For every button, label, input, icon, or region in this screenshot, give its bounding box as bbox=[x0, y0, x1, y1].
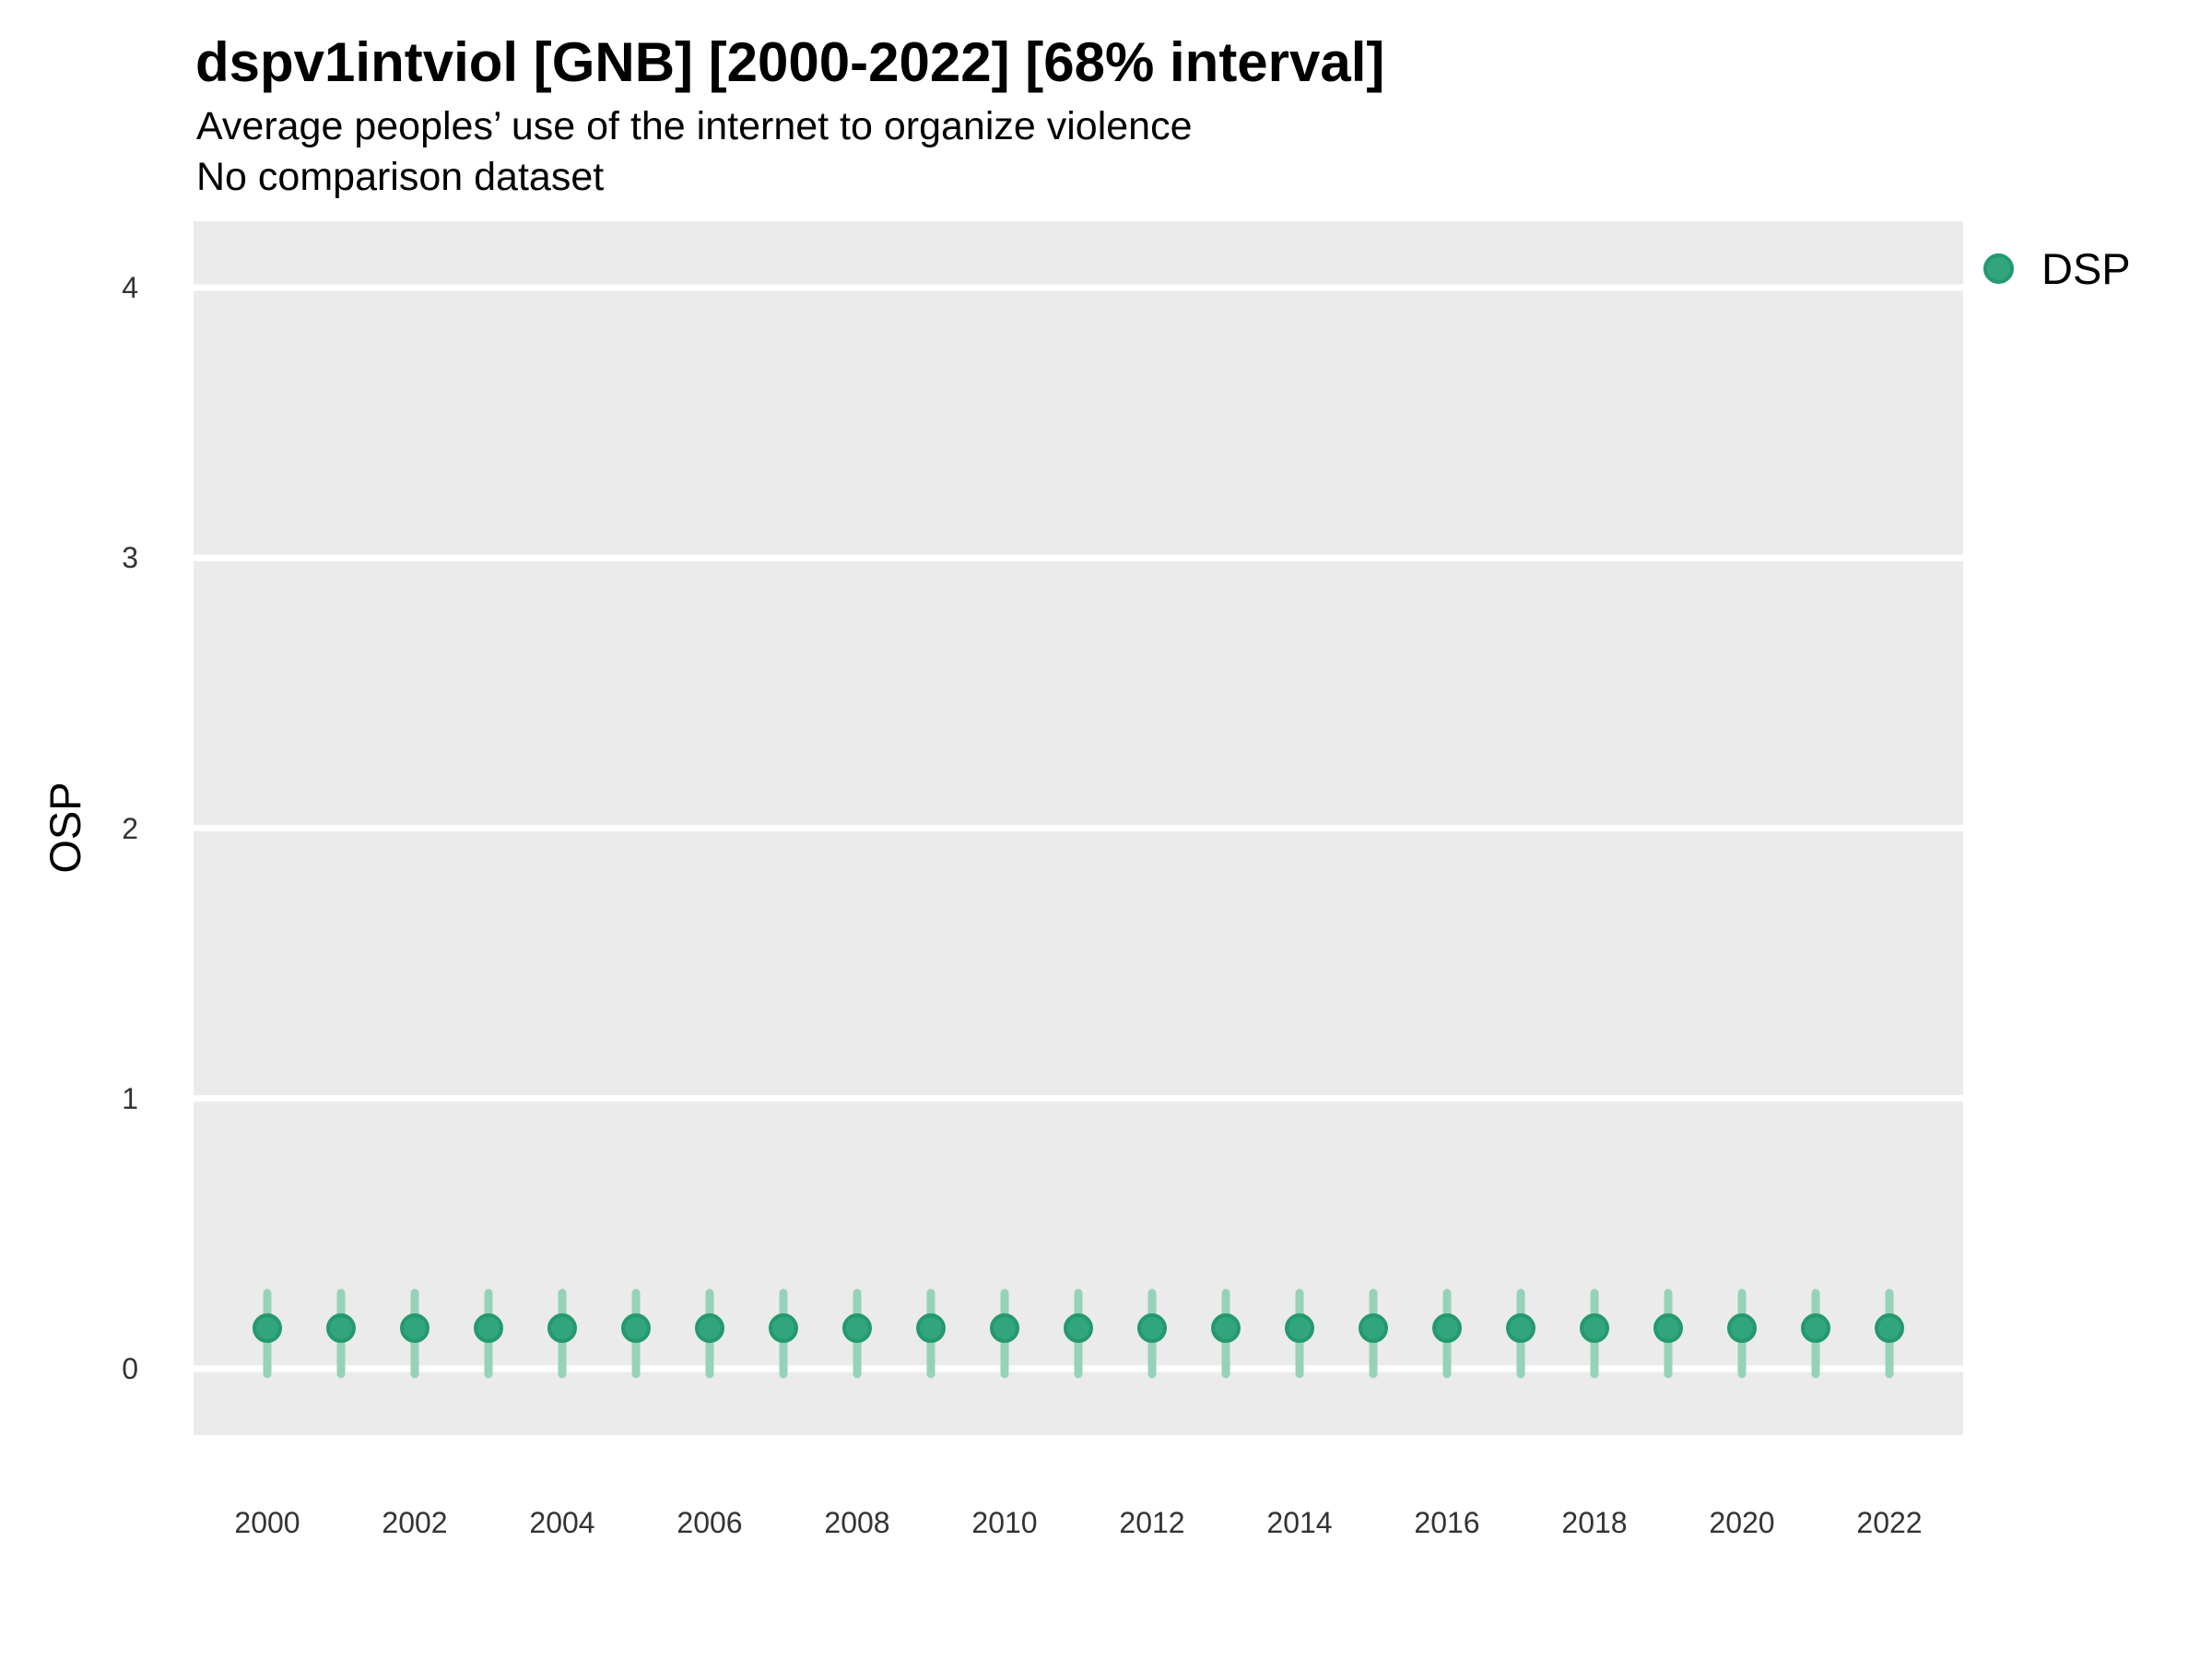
data-point-2003 bbox=[474, 1313, 503, 1344]
data-point-2009 bbox=[916, 1313, 946, 1344]
data-point-2016 bbox=[1432, 1313, 1462, 1344]
data-point-2006 bbox=[695, 1313, 724, 1344]
chart-title: dspv1intviol [GNB] [2000-2022] [68% inte… bbox=[195, 31, 1385, 93]
x-tick-label-2004: 2004 bbox=[529, 1506, 595, 1539]
data-point-2013 bbox=[1211, 1313, 1241, 1344]
data-point-2022 bbox=[1875, 1313, 1904, 1344]
data-point-2000 bbox=[253, 1313, 282, 1344]
data-point-2001 bbox=[326, 1313, 356, 1344]
y-tick-label-2: 2 bbox=[122, 811, 138, 845]
data-point-2012 bbox=[1137, 1313, 1167, 1344]
x-tick-label-2002: 2002 bbox=[382, 1506, 448, 1539]
x-tick-label-2012: 2012 bbox=[1119, 1506, 1185, 1539]
data-point-2002 bbox=[400, 1313, 429, 1344]
data-point-2015 bbox=[1359, 1313, 1388, 1344]
data-point-2008 bbox=[842, 1313, 872, 1344]
data-point-2004 bbox=[547, 1313, 577, 1344]
legend-dsp-label: DSP bbox=[2041, 244, 2131, 293]
data-point-2021 bbox=[1801, 1313, 1830, 1344]
y-tick-label-1: 1 bbox=[122, 1081, 138, 1115]
data-point-2017 bbox=[1506, 1313, 1535, 1344]
x-tick-label-2022: 2022 bbox=[1856, 1506, 1923, 1539]
y-tick-label-3: 3 bbox=[122, 541, 138, 575]
x-tick-label-2018: 2018 bbox=[1561, 1506, 1628, 1539]
data-point-2007 bbox=[769, 1313, 798, 1344]
data-point-2018 bbox=[1580, 1313, 1609, 1344]
legend: DSP bbox=[1983, 247, 2131, 290]
x-tick-label-2016: 2016 bbox=[1414, 1506, 1480, 1539]
data-point-2019 bbox=[1653, 1313, 1683, 1344]
plot-area-svg bbox=[194, 284, 1963, 1379]
chart-subtitle: Average peoples’ use of the internet to … bbox=[196, 104, 1193, 148]
data-point-2014 bbox=[1285, 1313, 1314, 1344]
x-tick-label-2000: 2000 bbox=[234, 1506, 300, 1539]
chart-comparison-note: No comparison dataset bbox=[196, 155, 605, 199]
y-tick-label-0: 0 bbox=[122, 1352, 138, 1385]
y-tick-label-4: 4 bbox=[122, 271, 138, 304]
x-tick-label-2010: 2010 bbox=[971, 1506, 1038, 1539]
x-tick-label-2006: 2006 bbox=[677, 1506, 743, 1539]
x-tick-label-2014: 2014 bbox=[1266, 1506, 1333, 1539]
data-point-2020 bbox=[1727, 1313, 1757, 1344]
x-tick-label-2020: 2020 bbox=[1709, 1506, 1775, 1539]
legend-dsp-circle-icon bbox=[1983, 253, 2014, 284]
data-point-2010 bbox=[990, 1313, 1019, 1344]
data-point-2011 bbox=[1064, 1313, 1093, 1344]
data-point-2005 bbox=[621, 1313, 651, 1344]
plot-panel bbox=[194, 221, 1963, 1435]
x-tick-label-2008: 2008 bbox=[824, 1506, 890, 1539]
